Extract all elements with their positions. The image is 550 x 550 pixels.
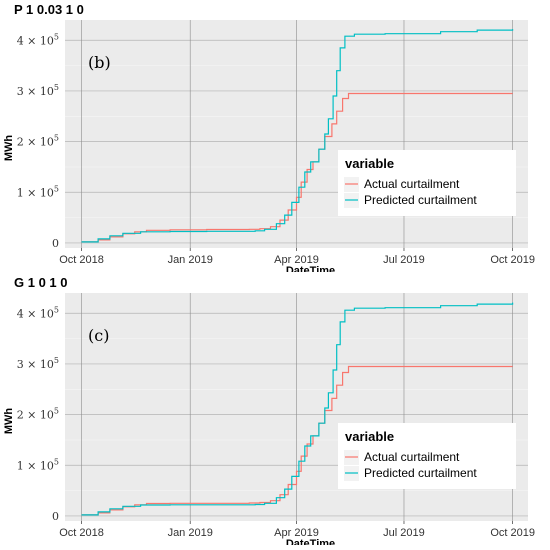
y-tick-label: 3 × 105 bbox=[17, 356, 59, 371]
y-tick-label: 4 × 105 bbox=[17, 305, 59, 320]
y-axis-title: MWh bbox=[3, 408, 15, 435]
panel-title: G 1 0 1 0 bbox=[14, 275, 67, 290]
x-tick-label: Jul 2019 bbox=[383, 527, 425, 539]
x-tick-label: Oct 2019 bbox=[490, 527, 535, 539]
x-tick-label: Oct 2019 bbox=[490, 254, 535, 266]
series-line-predicted bbox=[81, 29, 514, 243]
legend-label: Predicted curtailment bbox=[364, 193, 477, 207]
x-tick-label: Oct 2018 bbox=[59, 527, 104, 539]
legend: variable Actual curtailment Predicted curt… bbox=[338, 150, 516, 216]
chart-panel-c: G 1 0 1 0 0 1 × 105 2 × 105 3 × 105 4 × 105 Oc… bbox=[0, 273, 550, 545]
x-axis-title: DateTime bbox=[286, 265, 335, 272]
chart-svg: P 1 0.03 1 0 0 1 × 105 2 × 105 3 × 105 4 × 10… bbox=[3, 2, 535, 272]
chart-panel-b: P 1 0.03 1 0 0 1 × 105 2 × 105 3 × 105 4 × 10… bbox=[0, 0, 550, 272]
legend: variable Actual curtailment Predicted curt… bbox=[338, 423, 516, 489]
y-tick-label: 0 bbox=[52, 237, 59, 250]
y-tick-label: 1 × 105 bbox=[17, 184, 59, 199]
panel-tag: (c) bbox=[88, 326, 109, 345]
x-tick-label: Oct 2018 bbox=[59, 254, 104, 266]
legend-label: Predicted curtailment bbox=[364, 466, 477, 480]
x-axis-title: DateTime bbox=[286, 538, 335, 545]
legend-box bbox=[338, 423, 516, 489]
x-tick-label: Jul 2019 bbox=[383, 254, 425, 266]
legend-label: Actual curtailment bbox=[364, 450, 460, 464]
y-axis-title: MWh bbox=[3, 135, 15, 162]
x-tick-label: Apr 2019 bbox=[274, 527, 319, 539]
y-tick-label: 2 × 105 bbox=[17, 407, 59, 422]
panel-tag: (b) bbox=[88, 53, 111, 72]
legend-label: Actual curtailment bbox=[364, 177, 460, 191]
series-line-predicted bbox=[81, 302, 514, 516]
panel-title: P 1 0.03 1 0 bbox=[14, 2, 84, 17]
y-tick-label: 1 × 105 bbox=[17, 457, 59, 472]
y-tick-label: 4 × 105 bbox=[17, 32, 59, 47]
legend-box bbox=[338, 150, 516, 216]
x-tick-label: Apr 2019 bbox=[274, 254, 319, 266]
legend-title: variable bbox=[345, 156, 394, 171]
x-tick-label: Jan 2019 bbox=[168, 527, 213, 539]
y-tick-label: 3 × 105 bbox=[17, 83, 59, 98]
legend-title: variable bbox=[345, 429, 394, 444]
chart-svg: G 1 0 1 0 0 1 × 105 2 × 105 3 × 105 4 × 105 Oc… bbox=[3, 275, 535, 545]
y-tick-label: 0 bbox=[52, 510, 59, 523]
y-tick-label: 2 × 105 bbox=[17, 134, 59, 149]
x-tick-label: Jan 2019 bbox=[168, 254, 213, 266]
